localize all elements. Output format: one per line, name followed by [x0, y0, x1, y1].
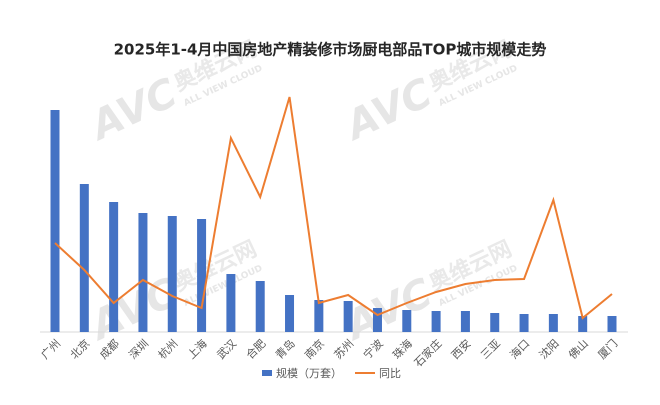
bar	[519, 314, 529, 332]
chart-title: 2025年1-4月中国房地产精装修市场厨电部品TOP城市规模走势	[114, 41, 547, 59]
legend-label: 同比	[379, 367, 401, 380]
bar	[431, 311, 441, 332]
bar	[314, 300, 324, 332]
bar	[607, 316, 617, 332]
bar	[50, 110, 60, 332]
bar	[343, 301, 353, 332]
bar	[402, 310, 412, 332]
bar	[109, 202, 119, 332]
bar	[285, 295, 295, 332]
bar	[197, 219, 207, 332]
legend-swatch	[262, 370, 272, 376]
bar	[255, 281, 265, 332]
bar	[138, 213, 148, 332]
bar	[490, 313, 500, 332]
bar	[372, 308, 382, 332]
bar	[548, 314, 558, 332]
bar	[79, 184, 89, 332]
bar	[167, 216, 177, 332]
legend-label: 规模（万套）	[276, 366, 342, 380]
bar	[578, 316, 588, 332]
bar	[226, 274, 236, 332]
line	[54, 96, 613, 320]
bar	[460, 311, 470, 332]
